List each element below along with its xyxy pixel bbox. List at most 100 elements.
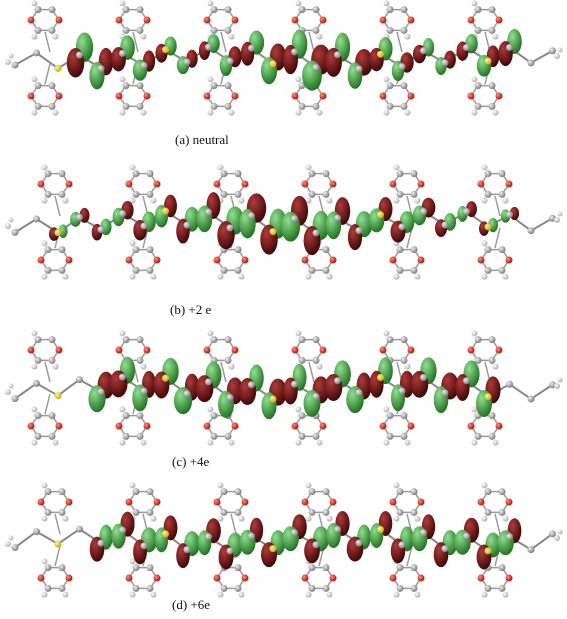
atom [474, 26, 482, 34]
atom [8, 383, 14, 389]
bond [44, 361, 51, 383]
atom [291, 346, 299, 354]
bond [494, 513, 501, 535]
atom [31, 330, 38, 337]
atom [410, 584, 418, 592]
atom [308, 190, 316, 198]
atom [58, 508, 66, 516]
atom [31, 363, 38, 370]
atom [410, 564, 418, 572]
atom [58, 488, 66, 496]
atom [58, 190, 66, 198]
atom [150, 515, 157, 522]
atom [557, 377, 563, 383]
atom [48, 356, 56, 364]
ring-bond [128, 248, 158, 272]
atom [129, 558, 136, 565]
atom [495, 422, 503, 430]
caption: (d) +6e [172, 597, 210, 612]
atom [295, 109, 302, 116]
atom [398, 387, 406, 395]
ring-bond [30, 338, 60, 362]
ring-bond [118, 338, 148, 362]
atom [213, 256, 221, 264]
atom [322, 488, 330, 496]
ring-bond [304, 172, 334, 196]
atom [398, 63, 406, 71]
atom [140, 33, 147, 40]
atom [404, 363, 411, 370]
atom [11, 395, 19, 403]
atom [207, 330, 214, 337]
ring-bond [480, 248, 510, 272]
atom [383, 109, 390, 116]
atom [143, 422, 151, 430]
atom [122, 412, 130, 420]
atom [33, 528, 40, 536]
atom [140, 222, 148, 230]
atom [224, 82, 232, 90]
atom [62, 273, 69, 280]
atom [269, 395, 277, 403]
atom [62, 591, 69, 598]
atom [31, 439, 38, 446]
atom [238, 197, 245, 204]
atom [122, 26, 130, 34]
atom [213, 498, 221, 506]
atom [463, 377, 470, 385]
atom [41, 515, 48, 522]
atom [355, 227, 363, 235]
ring-bond [40, 566, 70, 590]
atom [481, 591, 488, 598]
atom [322, 170, 330, 178]
atom [393, 197, 400, 204]
atom [238, 273, 245, 280]
atom [54, 64, 62, 72]
atom [312, 26, 320, 34]
atom [136, 26, 144, 34]
atom [153, 574, 161, 582]
atom [220, 508, 228, 516]
atom [129, 164, 136, 171]
atom [506, 211, 513, 219]
atom [119, 0, 126, 7]
atom [498, 564, 506, 572]
atom [488, 102, 496, 110]
ring-bond [382, 84, 412, 108]
atom [334, 525, 341, 533]
atom [119, 439, 126, 446]
atom [226, 57, 234, 65]
atom [488, 82, 496, 90]
atom [58, 584, 66, 592]
atom [217, 515, 224, 522]
atom [76, 213, 83, 221]
bond [406, 545, 413, 567]
atom [76, 51, 83, 59]
atom [295, 0, 302, 7]
atom [132, 266, 140, 274]
atom [414, 197, 421, 204]
atom [203, 346, 211, 354]
atom [322, 246, 330, 254]
atom [76, 376, 83, 384]
atom [383, 0, 390, 7]
atom [136, 412, 144, 420]
atom [125, 180, 133, 188]
atom [312, 432, 320, 440]
atom [400, 26, 408, 34]
atom [463, 532, 470, 540]
atom [495, 16, 503, 24]
atom [97, 226, 105, 234]
atom [474, 356, 482, 364]
atom [52, 33, 59, 40]
atom [210, 82, 218, 90]
atom [495, 346, 503, 354]
bond [132, 31, 139, 53]
atom [505, 498, 513, 506]
atom [8, 535, 14, 541]
atom [8, 53, 14, 59]
atom [228, 439, 235, 446]
atom [241, 180, 249, 188]
atom [301, 574, 309, 582]
atom [183, 390, 191, 398]
